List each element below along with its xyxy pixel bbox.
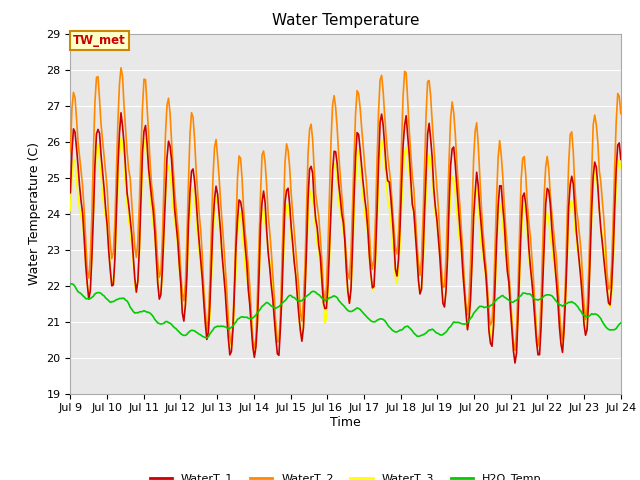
WaterT_3	[232, 266, 240, 272]
WaterT_2	[308, 136, 316, 142]
Title: Water Temperature: Water Temperature	[272, 13, 419, 28]
WaterT_2	[617, 111, 625, 117]
WaterT_3	[308, 195, 316, 201]
WaterT_1	[250, 354, 258, 360]
WaterT_3	[136, 252, 143, 257]
Line: H2O_Temp: H2O_Temp	[70, 284, 621, 338]
H2O_Temp	[250, 314, 258, 320]
Text: TW_met: TW_met	[74, 34, 126, 47]
WaterT_2	[589, 122, 597, 128]
H2O_Temp	[588, 311, 595, 317]
H2O_Temp	[134, 310, 141, 316]
WaterT_1	[232, 244, 240, 250]
WaterT_1	[260, 188, 268, 194]
X-axis label: Time: Time	[330, 416, 361, 429]
WaterT_3	[117, 135, 125, 141]
Legend: WaterT_1, WaterT_2, WaterT_3, H2O_Temp: WaterT_1, WaterT_2, WaterT_3, H2O_Temp	[145, 469, 546, 480]
Y-axis label: Water Temperature (C): Water Temperature (C)	[28, 142, 41, 285]
WaterT_3	[67, 208, 74, 214]
WaterT_2	[136, 199, 143, 205]
WaterT_2	[232, 224, 240, 230]
WaterT_2	[260, 148, 268, 154]
Line: WaterT_1: WaterT_1	[70, 113, 621, 363]
WaterT_3	[589, 182, 597, 188]
H2O_Temp	[67, 281, 74, 287]
WaterT_3	[617, 165, 625, 171]
WaterT_3	[250, 346, 258, 352]
WaterT_1	[67, 190, 74, 196]
WaterT_1	[117, 110, 125, 116]
H2O_Temp	[232, 319, 240, 325]
WaterT_2	[250, 346, 258, 351]
H2O_Temp	[203, 335, 211, 341]
H2O_Temp	[260, 302, 268, 308]
WaterT_3	[260, 205, 268, 211]
WaterT_2	[117, 65, 125, 71]
WaterT_1	[511, 360, 519, 366]
WaterT_1	[617, 156, 625, 162]
Line: WaterT_3: WaterT_3	[70, 138, 621, 350]
WaterT_3	[511, 348, 519, 353]
WaterT_2	[511, 348, 519, 353]
Line: WaterT_2: WaterT_2	[70, 68, 621, 350]
H2O_Temp	[617, 320, 625, 326]
WaterT_1	[136, 245, 143, 251]
WaterT_2	[67, 149, 74, 155]
WaterT_1	[589, 173, 597, 179]
WaterT_1	[308, 170, 316, 176]
H2O_Temp	[308, 288, 316, 294]
